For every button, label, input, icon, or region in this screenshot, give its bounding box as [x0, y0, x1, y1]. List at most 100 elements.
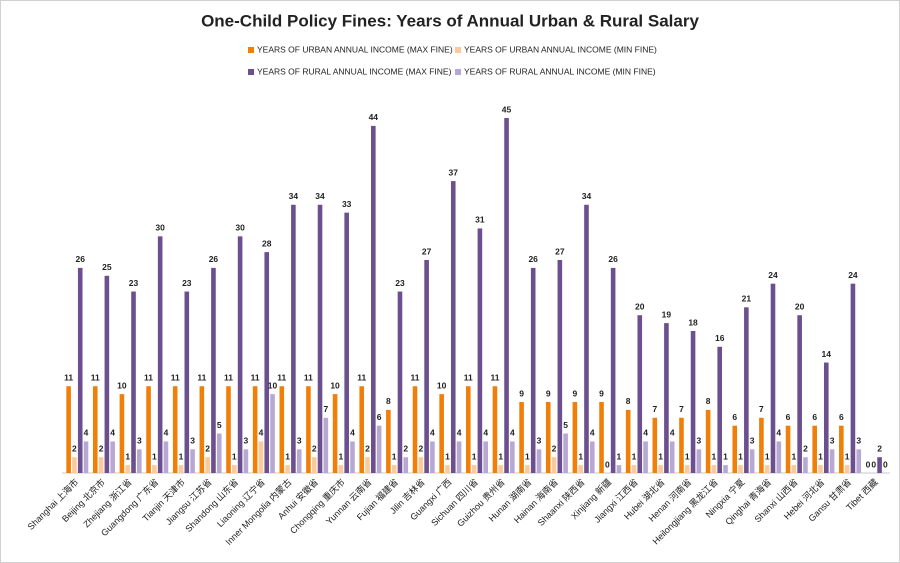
- bar: [466, 386, 471, 473]
- data-label: 7: [323, 404, 328, 414]
- bar: [664, 323, 669, 473]
- data-label: 34: [582, 191, 592, 201]
- bar: [350, 441, 355, 473]
- data-label: 2: [365, 443, 370, 453]
- bar: [492, 386, 498, 473]
- data-label: 6: [732, 412, 737, 422]
- data-label: 14: [822, 349, 832, 359]
- data-label: 23: [182, 278, 192, 288]
- bar: [172, 386, 178, 473]
- data-label: 24: [768, 270, 778, 280]
- bar: [551, 457, 557, 473]
- bar: [850, 283, 856, 473]
- data-label: 10: [437, 380, 447, 390]
- bar: [338, 465, 344, 473]
- data-label: 1: [125, 451, 130, 461]
- data-label: 20: [635, 301, 645, 311]
- data-label: 10: [330, 380, 340, 390]
- data-label: 3: [856, 436, 861, 446]
- bar: [679, 417, 684, 473]
- bar: [717, 346, 723, 473]
- bar: [797, 315, 802, 473]
- bar: [477, 228, 483, 473]
- data-label: 37: [449, 167, 459, 177]
- bar: [226, 386, 231, 473]
- bar: [823, 362, 829, 473]
- bar: [563, 433, 568, 473]
- data-label: 5: [217, 420, 222, 430]
- bar: [844, 465, 850, 473]
- bar: [545, 402, 551, 473]
- bar: [270, 394, 275, 473]
- data-label: 1: [392, 451, 397, 461]
- bar: [643, 441, 648, 473]
- bar: [131, 291, 136, 473]
- bar: [264, 252, 270, 473]
- data-label: 6: [377, 412, 382, 422]
- bar: [72, 457, 77, 473]
- data-label: 11: [251, 372, 260, 382]
- data-label: 1: [498, 451, 503, 461]
- bar: [252, 386, 258, 473]
- bar: [190, 449, 195, 473]
- legend-label: YEARS OF URBAN ANNUAL INCOME (MAX FINE): [257, 44, 453, 54]
- data-label: 1: [617, 451, 622, 461]
- data-label: 26: [209, 254, 219, 264]
- data-label: 1: [765, 451, 770, 461]
- data-label: 2: [403, 443, 408, 453]
- bar: [430, 441, 435, 473]
- bar: [589, 441, 595, 473]
- bar: [216, 433, 222, 473]
- bar: [98, 457, 104, 473]
- bar: [877, 457, 882, 473]
- data-label: 7: [679, 404, 684, 414]
- legend-swatch: [248, 69, 254, 75]
- data-label: 34: [315, 191, 325, 201]
- bar: [66, 386, 71, 473]
- data-label: 30: [155, 223, 165, 233]
- bar: [371, 125, 376, 473]
- data-label: 1: [658, 451, 663, 461]
- bar: [386, 409, 391, 473]
- bar: [306, 386, 311, 473]
- bar: [332, 394, 338, 473]
- data-label: 28: [262, 238, 272, 248]
- data-label: 27: [422, 246, 432, 256]
- data-label: 1: [232, 451, 237, 461]
- bar: [803, 457, 808, 473]
- bar: [732, 425, 738, 473]
- legend-label: YEARS OF URBAN ANNUAL INCOME (MIN FINE): [464, 44, 657, 54]
- bar: [243, 449, 249, 473]
- bar: [625, 409, 631, 473]
- data-label: 26: [608, 254, 618, 264]
- bar: [658, 465, 663, 473]
- data-label: 16: [715, 333, 725, 343]
- bar: [856, 449, 862, 473]
- data-label: 6: [839, 412, 844, 422]
- bar: [359, 386, 365, 473]
- legend-label: YEARS OF RURAL ANNUAL INCOME (MAX FINE): [257, 66, 452, 76]
- data-label: 2: [803, 443, 808, 453]
- bar: [690, 331, 696, 473]
- data-label: 7: [759, 404, 764, 414]
- data-label: 4: [643, 428, 648, 438]
- bar: [652, 417, 658, 473]
- bar: [749, 449, 755, 473]
- data-label: 9: [546, 388, 551, 398]
- bar: [812, 425, 817, 473]
- bar: [510, 441, 515, 473]
- data-label: 19: [662, 309, 672, 319]
- bar: [403, 457, 409, 473]
- data-label: 4: [84, 428, 89, 438]
- bar: [296, 449, 302, 473]
- data-label: 1: [472, 451, 477, 461]
- bar: [157, 236, 163, 473]
- bar: [231, 465, 237, 473]
- bar: [258, 441, 264, 473]
- bar: [291, 204, 296, 473]
- bar: [450, 181, 456, 473]
- data-label: 2: [312, 443, 317, 453]
- chart-title: One-Child Policy Fines: Years of Annual …: [201, 11, 699, 30]
- data-label: 1: [179, 451, 184, 461]
- data-label: 11: [197, 372, 206, 382]
